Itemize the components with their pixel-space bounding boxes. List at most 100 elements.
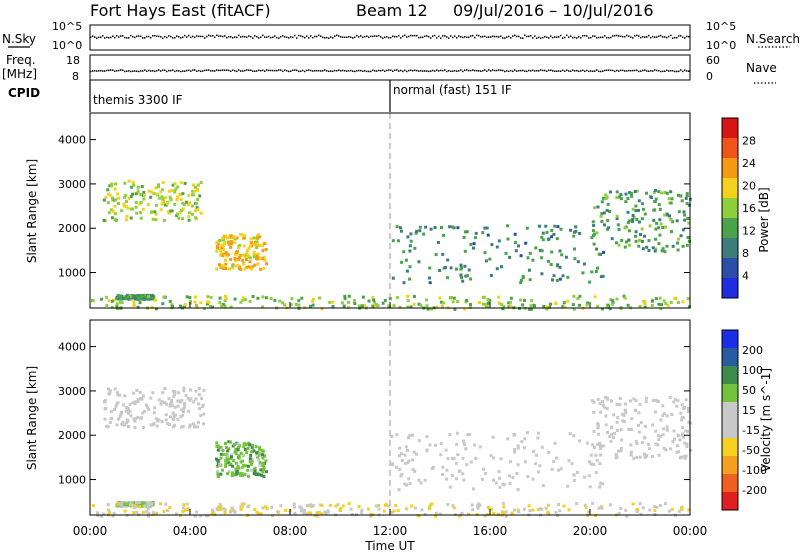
scatter-cell — [604, 395, 608, 399]
scatter-cell — [686, 407, 690, 410]
scatter-cell — [195, 201, 199, 205]
scatter-cell — [139, 216, 143, 220]
scatter-cell — [684, 196, 688, 200]
scatter-cell — [550, 235, 554, 239]
scatter-cell — [228, 267, 232, 271]
scatter-cell — [206, 514, 210, 518]
scatter-cell — [455, 267, 458, 271]
scatter-cell — [176, 417, 180, 421]
nsky-point — [598, 36, 600, 39]
nsearch-tick-top: 10^5 — [706, 20, 736, 33]
scatter-cell — [666, 303, 670, 307]
freq-point — [288, 70, 290, 73]
scatter-cell — [258, 460, 262, 464]
freq-point — [544, 69, 546, 72]
scatter-cell — [194, 389, 198, 393]
scatter-cell — [179, 197, 183, 201]
scatter-cell — [585, 441, 589, 445]
scatter-cell — [596, 423, 600, 427]
scatter-cell — [540, 272, 544, 276]
scatter-cell — [444, 266, 447, 269]
scatter-cell — [598, 402, 602, 406]
scatter-cell — [600, 220, 604, 223]
scatter-cell — [246, 447, 250, 450]
nsky-point — [544, 35, 546, 38]
scatter-cell — [339, 507, 343, 511]
velocity-ylabel: Slant Range [km] — [25, 366, 39, 470]
scatter-cell — [193, 514, 197, 518]
scatter-cell — [430, 467, 434, 471]
scatter-cell — [653, 200, 657, 203]
scatter-cell — [136, 400, 140, 404]
freq-point — [400, 69, 402, 72]
scatter-cell — [411, 458, 415, 462]
freq-point — [532, 69, 534, 72]
scatter-cell — [657, 302, 661, 306]
scatter-cell — [661, 414, 665, 418]
scatter-cell — [399, 452, 403, 456]
scatter-cell — [219, 446, 223, 450]
freq-point — [556, 70, 558, 73]
freq-point — [388, 69, 390, 71]
nsky-point — [348, 35, 350, 38]
scatter-cell — [117, 417, 120, 421]
scatter-cell — [411, 433, 414, 437]
nsky-point — [242, 35, 244, 38]
scatter-cell — [129, 414, 133, 418]
freq-point — [394, 69, 396, 72]
scatter-cell — [353, 298, 356, 302]
scatter-cell — [549, 302, 553, 306]
freq-point — [440, 69, 442, 72]
nsky-point — [356, 34, 358, 37]
scatter-cell — [220, 304, 224, 308]
nsky-point — [188, 34, 190, 37]
scatter-cell — [630, 417, 634, 421]
scatter-cell — [150, 210, 153, 214]
scatter-cell — [624, 240, 628, 244]
scatter-cell — [215, 441, 219, 445]
scatter-cell — [575, 502, 579, 506]
nsky-point — [172, 37, 174, 39]
nsky-point — [278, 37, 280, 39]
nsky-point — [648, 34, 650, 37]
colorbar-tick: -100 — [742, 464, 767, 477]
scatter-cell — [462, 478, 466, 482]
scatter-cell — [681, 300, 685, 304]
scatter-cell — [654, 297, 658, 301]
freq-point — [176, 69, 178, 72]
scatter-cell — [537, 470, 541, 474]
freq-point — [576, 69, 578, 72]
nsky-point — [626, 34, 628, 37]
freq-point — [240, 70, 242, 72]
scatter-cell — [595, 231, 599, 235]
scatter-cell — [578, 232, 582, 235]
scatter-cell — [181, 425, 185, 429]
nsky-point — [168, 35, 170, 37]
scatter-cell — [241, 298, 245, 302]
scatter-cell — [519, 278, 523, 282]
scatter-cell — [643, 305, 647, 309]
scatter-cell — [687, 305, 691, 309]
freq-point — [356, 69, 358, 72]
scatter-cell — [106, 503, 110, 507]
freq-point — [300, 70, 302, 72]
scatter-cell — [590, 236, 594, 240]
scatter-cell — [170, 303, 174, 307]
scatter-cell — [573, 247, 576, 251]
freq-point — [242, 70, 244, 72]
freq-point — [572, 69, 574, 71]
nsky-point — [498, 36, 500, 38]
scatter-cell — [173, 390, 177, 394]
scatter-cell — [206, 295, 210, 299]
scatter-cell — [651, 399, 655, 402]
scatter-cell — [195, 206, 199, 210]
nsky-point — [454, 35, 456, 37]
nsky-point — [372, 35, 374, 38]
xtick-label: 00:00 — [673, 524, 708, 538]
freq-point — [486, 70, 488, 73]
scatter-cell — [550, 250, 554, 254]
scatter-cell — [264, 459, 268, 463]
freq-point — [418, 70, 420, 72]
scatter-cell — [233, 256, 237, 260]
nsky-point — [442, 35, 444, 37]
